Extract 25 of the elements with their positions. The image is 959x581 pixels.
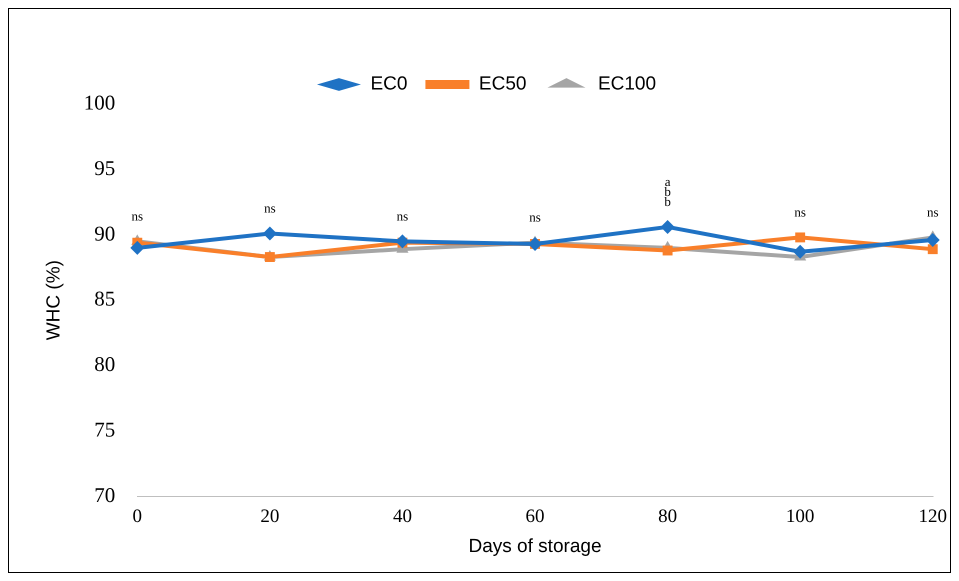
y-tick-label: 95 [94,156,116,180]
annotation: ns [264,200,276,216]
annotation: ns [794,204,806,220]
y-tick-label: 90 [94,221,116,246]
y-tick-label: 75 [94,418,116,442]
annotation: ns [529,210,541,225]
y-tick-label: 100 [84,90,116,115]
annotation: ns [132,208,144,224]
annotation: ns [926,204,939,220]
y-axis-title: WHC (%) [44,260,65,340]
x-axis-title: Days of storage [468,536,602,557]
x-tick-label: 20 [260,506,280,527]
y-tick-label: 70 [94,482,116,507]
y-tick-label: 80 [94,352,116,376]
x-tick-label: 60 [526,506,545,527]
x-tick-label: 40 [392,506,412,527]
y-tick-label: 85 [94,286,116,311]
x-tick-label: 100 [786,506,814,527]
legend-label: EC100 [598,74,656,95]
legend-label: EC0 [370,74,408,95]
x-tick-label: 120 [918,506,947,527]
x-tick-label: 0 [132,506,142,527]
annotation: ns [396,208,408,224]
legend-label: EC50 [478,74,526,95]
x-tick-label: 80 [658,506,678,527]
